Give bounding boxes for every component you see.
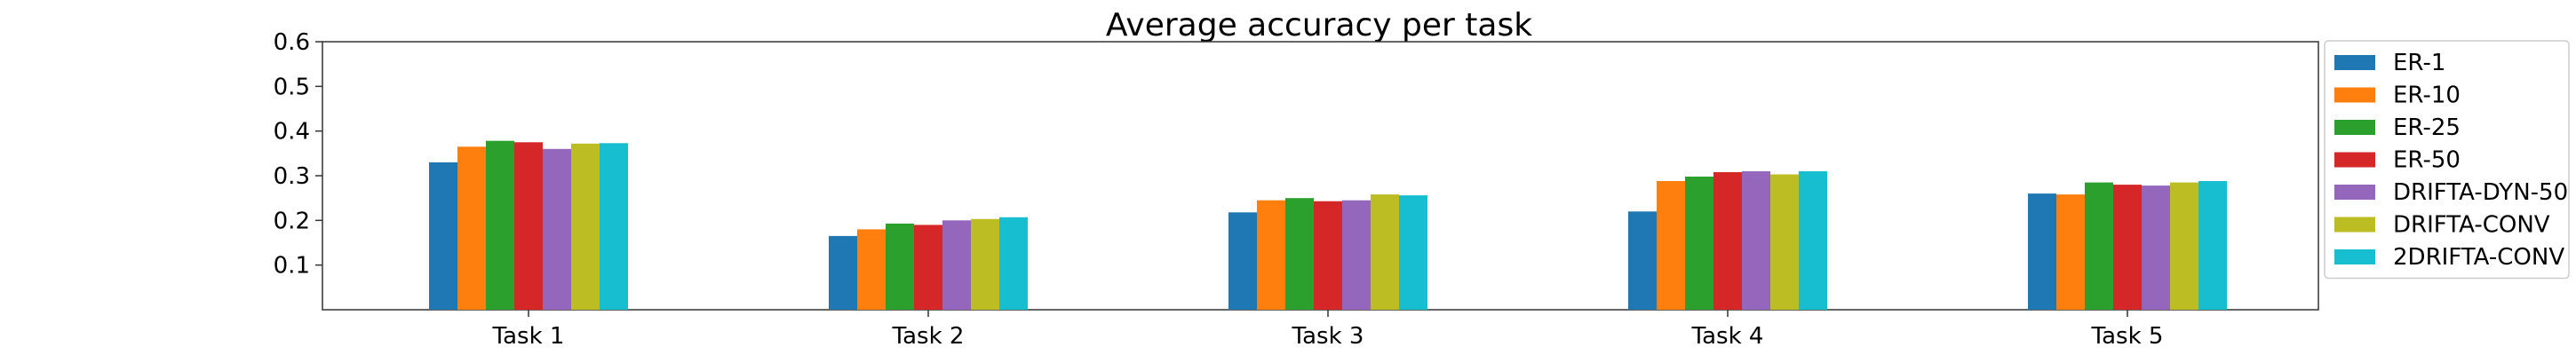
bars-group (429, 140, 2227, 311)
legend-label: ER-25 (2393, 114, 2461, 141)
y-tick-label: 0.4 (274, 119, 310, 146)
bar-2drifta-conv-task-5 (2198, 181, 2227, 310)
y-tick-label: 0.3 (274, 163, 310, 190)
bar-er-10-task-2 (857, 229, 886, 310)
bar-drifta-dyn-50-task-3 (1342, 200, 1371, 310)
bar-er-50-task-1 (514, 142, 543, 311)
legend-swatch (2334, 120, 2375, 135)
legend-label: ER-10 (2393, 83, 2461, 109)
bar-er-50-task-4 (1713, 172, 1742, 310)
bar-er-25-task-4 (1685, 177, 1713, 310)
legend-swatch (2334, 185, 2375, 200)
legend-label: DRIFTA-CONV (2393, 212, 2550, 239)
y-tick-label: 0.2 (274, 208, 310, 234)
bar-er-50-task-5 (2113, 185, 2142, 310)
bar-2drifta-conv-task-4 (1799, 171, 1827, 310)
chart-title: Average accuracy per task (1106, 7, 1532, 43)
bar-2drifta-conv-task-1 (600, 143, 628, 310)
legend-swatch (2334, 152, 2375, 168)
legend-frame (2324, 40, 2570, 280)
x-tick-label: Task 2 (892, 323, 965, 350)
bar-er-25-task-3 (1285, 198, 1314, 310)
bar-er-1-task-1 (429, 162, 457, 310)
bar-drifta-dyn-50-task-4 (1742, 171, 1770, 310)
bar-2drifta-conv-task-3 (1399, 195, 1427, 310)
x-tick-label: Task 4 (1691, 323, 1764, 350)
bar-er-25-task-1 (486, 140, 514, 310)
y-axis: 0.1 0.2 0.3 0.4 0.5 0.6 (274, 29, 322, 280)
bar-er-10-task-1 (457, 146, 486, 310)
bar-er-1-task-4 (1628, 211, 1657, 310)
bar-drifta-conv-task-5 (2170, 182, 2198, 310)
bar-er-1-task-2 (829, 235, 857, 310)
legend: ER-1 ER-10 ER-25 ER-50 DRIFTA-DYN-50 DRIFTA-C… (2324, 40, 2570, 280)
bar-er-50-task-2 (914, 225, 942, 310)
x-tick-label: Task 1 (492, 323, 565, 350)
bar-er-25-task-2 (886, 223, 914, 310)
bar-er-1-task-5 (2028, 193, 2056, 310)
bar-drifta-conv-task-4 (1770, 174, 1799, 310)
bar-drifta-conv-task-3 (1371, 194, 1399, 310)
x-tick-label: Task 3 (1292, 323, 1364, 350)
bar-er-25-task-5 (2085, 182, 2113, 310)
bar-drifta-dyn-50-task-2 (942, 220, 971, 310)
bar-er-10-task-4 (1657, 181, 1685, 310)
legend-label: 2DRIFTA-CONV (2393, 244, 2564, 271)
bar-er-50-task-3 (1314, 201, 1342, 310)
legend-label: DRIFTA-DYN-50 (2393, 179, 2568, 206)
legend-swatch (2334, 55, 2375, 70)
x-axis: Task 1 Task 2 Task 3 Task 4 Task 5 (492, 310, 2164, 350)
bar-er-10-task-5 (2056, 194, 2085, 310)
legend-label: ER-1 (2393, 50, 2445, 76)
y-tick-label: 0.6 (274, 29, 310, 56)
bar-drifta-conv-task-2 (971, 218, 999, 310)
legend-swatch (2334, 87, 2375, 103)
y-tick-label: 0.1 (274, 253, 310, 280)
bar-drifta-conv-task-1 (571, 143, 600, 310)
y-tick-label: 0.5 (274, 74, 310, 100)
legend-label: ER-50 (2393, 147, 2461, 174)
bar-er-10-task-3 (1257, 200, 1285, 310)
x-tick-label: Task 5 (2091, 323, 2164, 350)
bar-2drifta-conv-task-2 (999, 217, 1028, 310)
bar-er-1-task-3 (1228, 212, 1257, 310)
legend-swatch (2334, 217, 2375, 233)
legend-swatch (2334, 249, 2375, 264)
bar-drifta-dyn-50-task-5 (2142, 185, 2170, 310)
bar-drifta-dyn-50-task-1 (543, 148, 571, 310)
